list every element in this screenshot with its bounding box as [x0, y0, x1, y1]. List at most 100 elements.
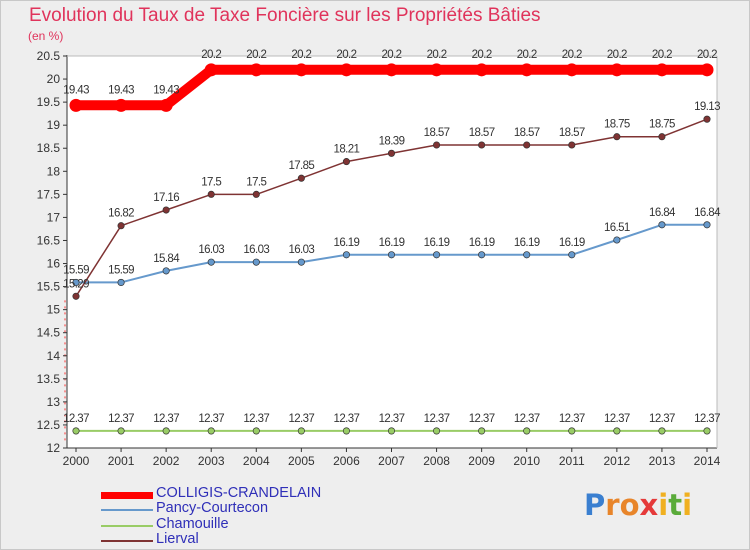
- data-label: 18.75: [604, 119, 630, 131]
- point-series-3: [207, 190, 215, 198]
- point-series-2: [162, 427, 170, 435]
- point-series-3: [568, 141, 576, 149]
- point-series-2: [297, 427, 305, 435]
- data-label: 18.21: [334, 144, 360, 156]
- point-series-3: [433, 141, 441, 149]
- data-label: 20.2: [382, 49, 402, 61]
- logo-letter: o: [619, 488, 640, 522]
- point-series-1: [297, 258, 305, 266]
- legend-label-lierval: Lierval: [156, 531, 199, 547]
- data-label: 16.19: [424, 237, 450, 249]
- x-tick-labels: 2000 2001 2002 2003 2004 2005 2006 2007 2008 2009…: [63, 454, 721, 468]
- point-series-2: [613, 427, 621, 435]
- data-label: 19.43: [153, 84, 179, 96]
- point-colligis: [249, 63, 263, 77]
- data-label: 12.37: [63, 413, 89, 425]
- y-tick-labels: 12 12.5 13 13.5 14 14.5 15 15.5 16 16.5 17 17.5 18 18…: [37, 49, 61, 455]
- point-colligis: [385, 63, 398, 77]
- y-axis-unit: (en %): [28, 29, 64, 43]
- data-label: 15.59: [108, 264, 134, 276]
- data-label: 20.2: [201, 49, 221, 61]
- point-colligis: [159, 98, 173, 112]
- data-label: 19.43: [63, 84, 89, 96]
- x-tick-label: 2006: [333, 454, 360, 468]
- data-label: 18.57: [424, 127, 450, 139]
- point-series-3: [613, 133, 621, 141]
- data-label: 20.2: [697, 49, 717, 61]
- x-tick-label: 2009: [468, 454, 495, 468]
- point-series-3: [297, 174, 305, 182]
- data-label: 12.37: [514, 413, 540, 425]
- x-tick-label: 2011: [559, 454, 585, 468]
- point-series-2: [72, 427, 80, 435]
- y-tick-label: 13: [47, 395, 61, 409]
- point-colligis: [69, 98, 83, 112]
- data-label: 12.37: [108, 413, 134, 425]
- data-label: 12.37: [334, 413, 360, 425]
- point-series-3: [478, 141, 486, 149]
- point-series-1: [658, 221, 666, 229]
- data-label: 12.37: [243, 413, 269, 425]
- point-series-1: [433, 251, 441, 259]
- data-label: 20.2: [427, 49, 447, 61]
- chart-title: Evolution du Taux de Taxe Foncière sur l…: [29, 5, 541, 26]
- data-label: 17.5: [201, 176, 221, 188]
- point-series-1: [72, 278, 80, 286]
- y-tick-label: 18: [47, 164, 61, 178]
- point-series-1: [613, 236, 621, 244]
- point-series-2: [117, 427, 125, 435]
- x-tick-label: 2003: [198, 454, 225, 468]
- data-label: 12.37: [559, 413, 585, 425]
- y-tick-label: 14.5: [37, 326, 61, 340]
- x-tick-label: 2000: [63, 454, 90, 468]
- point-series-1: [162, 267, 170, 275]
- data-label: 20.2: [472, 49, 492, 61]
- x-tick-label: 2005: [288, 454, 315, 468]
- point-series-1: [252, 258, 260, 266]
- legend-label-chamouille: Chamouille: [156, 516, 229, 532]
- data-label: 18.75: [649, 119, 675, 131]
- y-tick-label: 13.5: [37, 372, 61, 386]
- x-tick-label: 2008: [423, 454, 450, 468]
- point-colligis: [204, 63, 218, 77]
- point-series-2: [433, 427, 441, 435]
- point-series-1: [117, 278, 125, 286]
- data-label: 12.37: [379, 413, 405, 425]
- data-label: 18.57: [514, 127, 540, 139]
- data-label: 16.19: [379, 237, 405, 249]
- data-label: 20.2: [652, 49, 672, 61]
- logo-letter: r: [605, 488, 620, 522]
- data-label: 16.84: [649, 207, 676, 219]
- legend-swatch-colligis: [101, 492, 153, 499]
- point-colligis: [430, 63, 444, 77]
- x-tick-label: 2007: [378, 454, 405, 468]
- y-tick-label: 20.5: [37, 49, 61, 63]
- data-label: 12.37: [649, 413, 675, 425]
- x-tick-label: 2013: [649, 454, 676, 468]
- data-label: 18.57: [559, 127, 585, 139]
- point-colligis: [700, 63, 714, 77]
- data-label: 16.03: [243, 244, 269, 256]
- proxiti-logo: Proxiti: [584, 488, 692, 522]
- data-label: 20.2: [246, 49, 266, 61]
- y-tick-label: 16.5: [37, 233, 61, 247]
- point-series-3: [252, 190, 260, 198]
- point-series-3: [523, 141, 531, 149]
- point-series-2: [478, 427, 486, 435]
- data-labels: 19.43 19.43 19.43 20.2 20.2 20.2 20.2 20.2 20.2 2…: [63, 49, 722, 425]
- data-label: 12.37: [694, 413, 720, 425]
- legend-swatch-lierval: [101, 540, 153, 542]
- data-label: 16.82: [108, 208, 134, 220]
- point-colligis: [339, 63, 353, 77]
- point-series-3: [72, 292, 80, 300]
- data-label: 16.51: [604, 222, 630, 234]
- point-colligis: [610, 63, 624, 77]
- point-series-2: [523, 427, 531, 435]
- point-series-1: [703, 221, 711, 229]
- logo-letter: x: [639, 488, 659, 522]
- point-series-3: [703, 115, 711, 123]
- data-label: 12.37: [604, 413, 630, 425]
- data-label: 16.19: [334, 237, 360, 249]
